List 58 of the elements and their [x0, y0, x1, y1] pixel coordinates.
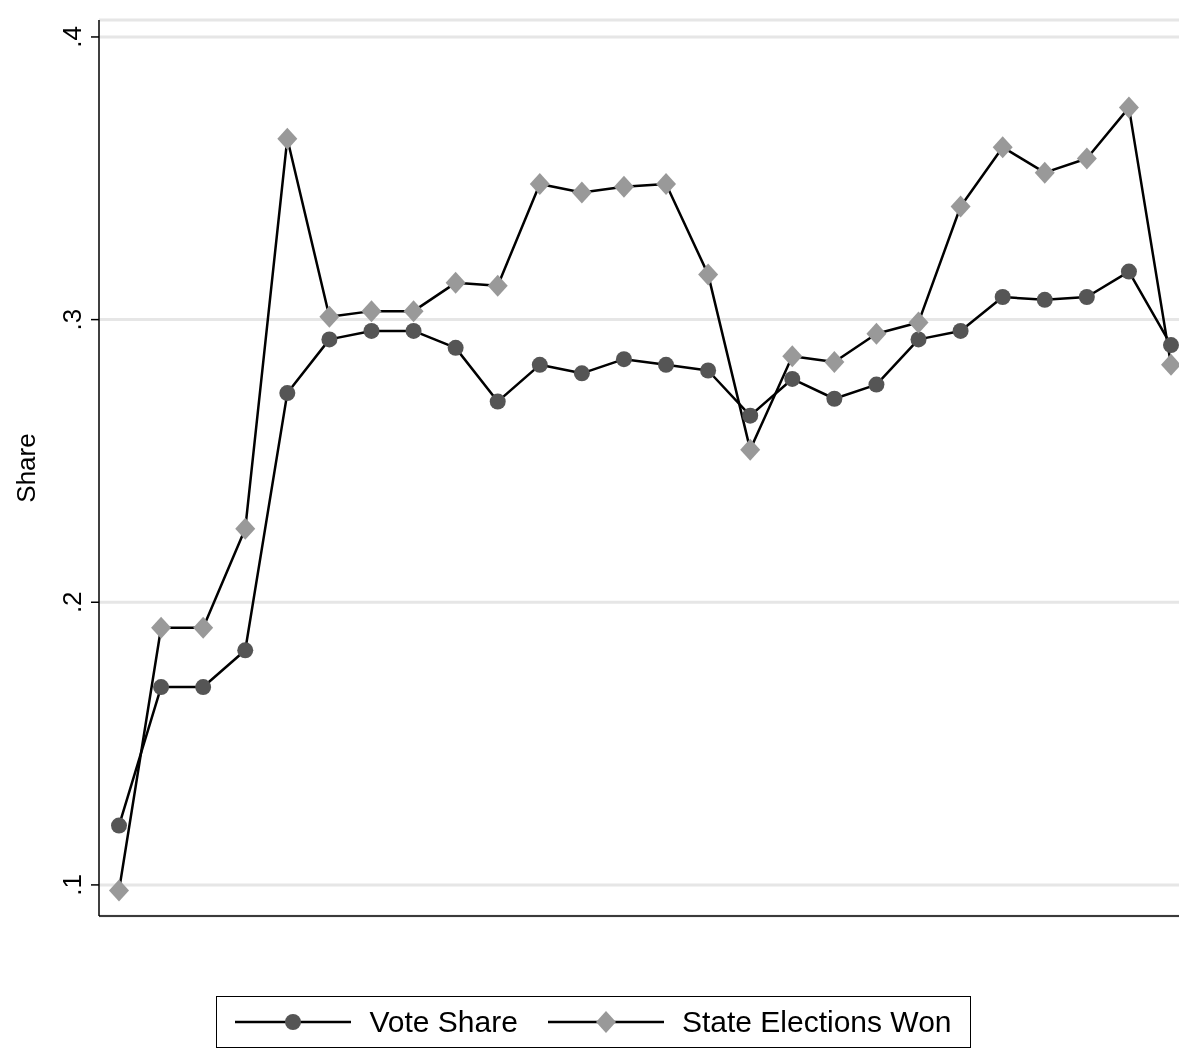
point	[195, 679, 212, 696]
point	[487, 274, 508, 297]
point	[193, 616, 214, 639]
point	[235, 517, 256, 540]
point	[363, 322, 380, 339]
y-tick-label: .4	[57, 26, 87, 48]
point	[531, 356, 548, 373]
point	[784, 370, 801, 387]
point	[656, 172, 677, 195]
point	[321, 331, 338, 348]
point	[700, 362, 717, 379]
point	[824, 351, 845, 374]
point	[740, 438, 761, 461]
point	[908, 311, 929, 334]
point	[698, 263, 719, 286]
point	[277, 127, 298, 150]
point	[237, 642, 254, 659]
point	[529, 172, 550, 195]
point	[151, 616, 172, 639]
point	[319, 305, 340, 328]
y-tick-label: .3	[57, 308, 87, 331]
point	[573, 365, 590, 382]
point	[1076, 147, 1097, 170]
y-tick-label: .2	[57, 591, 87, 614]
point	[782, 345, 803, 368]
point	[910, 331, 927, 348]
y-tick-label: .1	[57, 874, 87, 896]
point	[1034, 161, 1055, 184]
point	[992, 136, 1013, 159]
point	[742, 407, 759, 424]
point	[1120, 263, 1137, 280]
point	[1118, 96, 1139, 119]
point	[361, 300, 382, 323]
point	[658, 356, 675, 373]
point	[489, 393, 506, 410]
point	[1078, 289, 1095, 305]
point	[571, 181, 592, 204]
point	[405, 322, 422, 339]
legend-label: Vote Share	[369, 1005, 518, 1039]
y-axis-title: Share	[11, 433, 42, 503]
point	[866, 322, 887, 345]
point	[1036, 291, 1053, 308]
point	[994, 289, 1011, 305]
point	[153, 679, 170, 696]
point	[615, 351, 632, 368]
point	[613, 175, 634, 198]
point	[1163, 337, 1179, 354]
point	[445, 271, 466, 294]
point	[109, 879, 129, 902]
point	[868, 376, 885, 393]
point	[826, 390, 843, 407]
point	[279, 385, 296, 402]
point	[403, 300, 424, 323]
point	[952, 322, 969, 339]
point	[111, 817, 127, 834]
point	[950, 195, 971, 218]
point	[447, 339, 464, 356]
legend-label: State Elections Won	[681, 1005, 952, 1039]
